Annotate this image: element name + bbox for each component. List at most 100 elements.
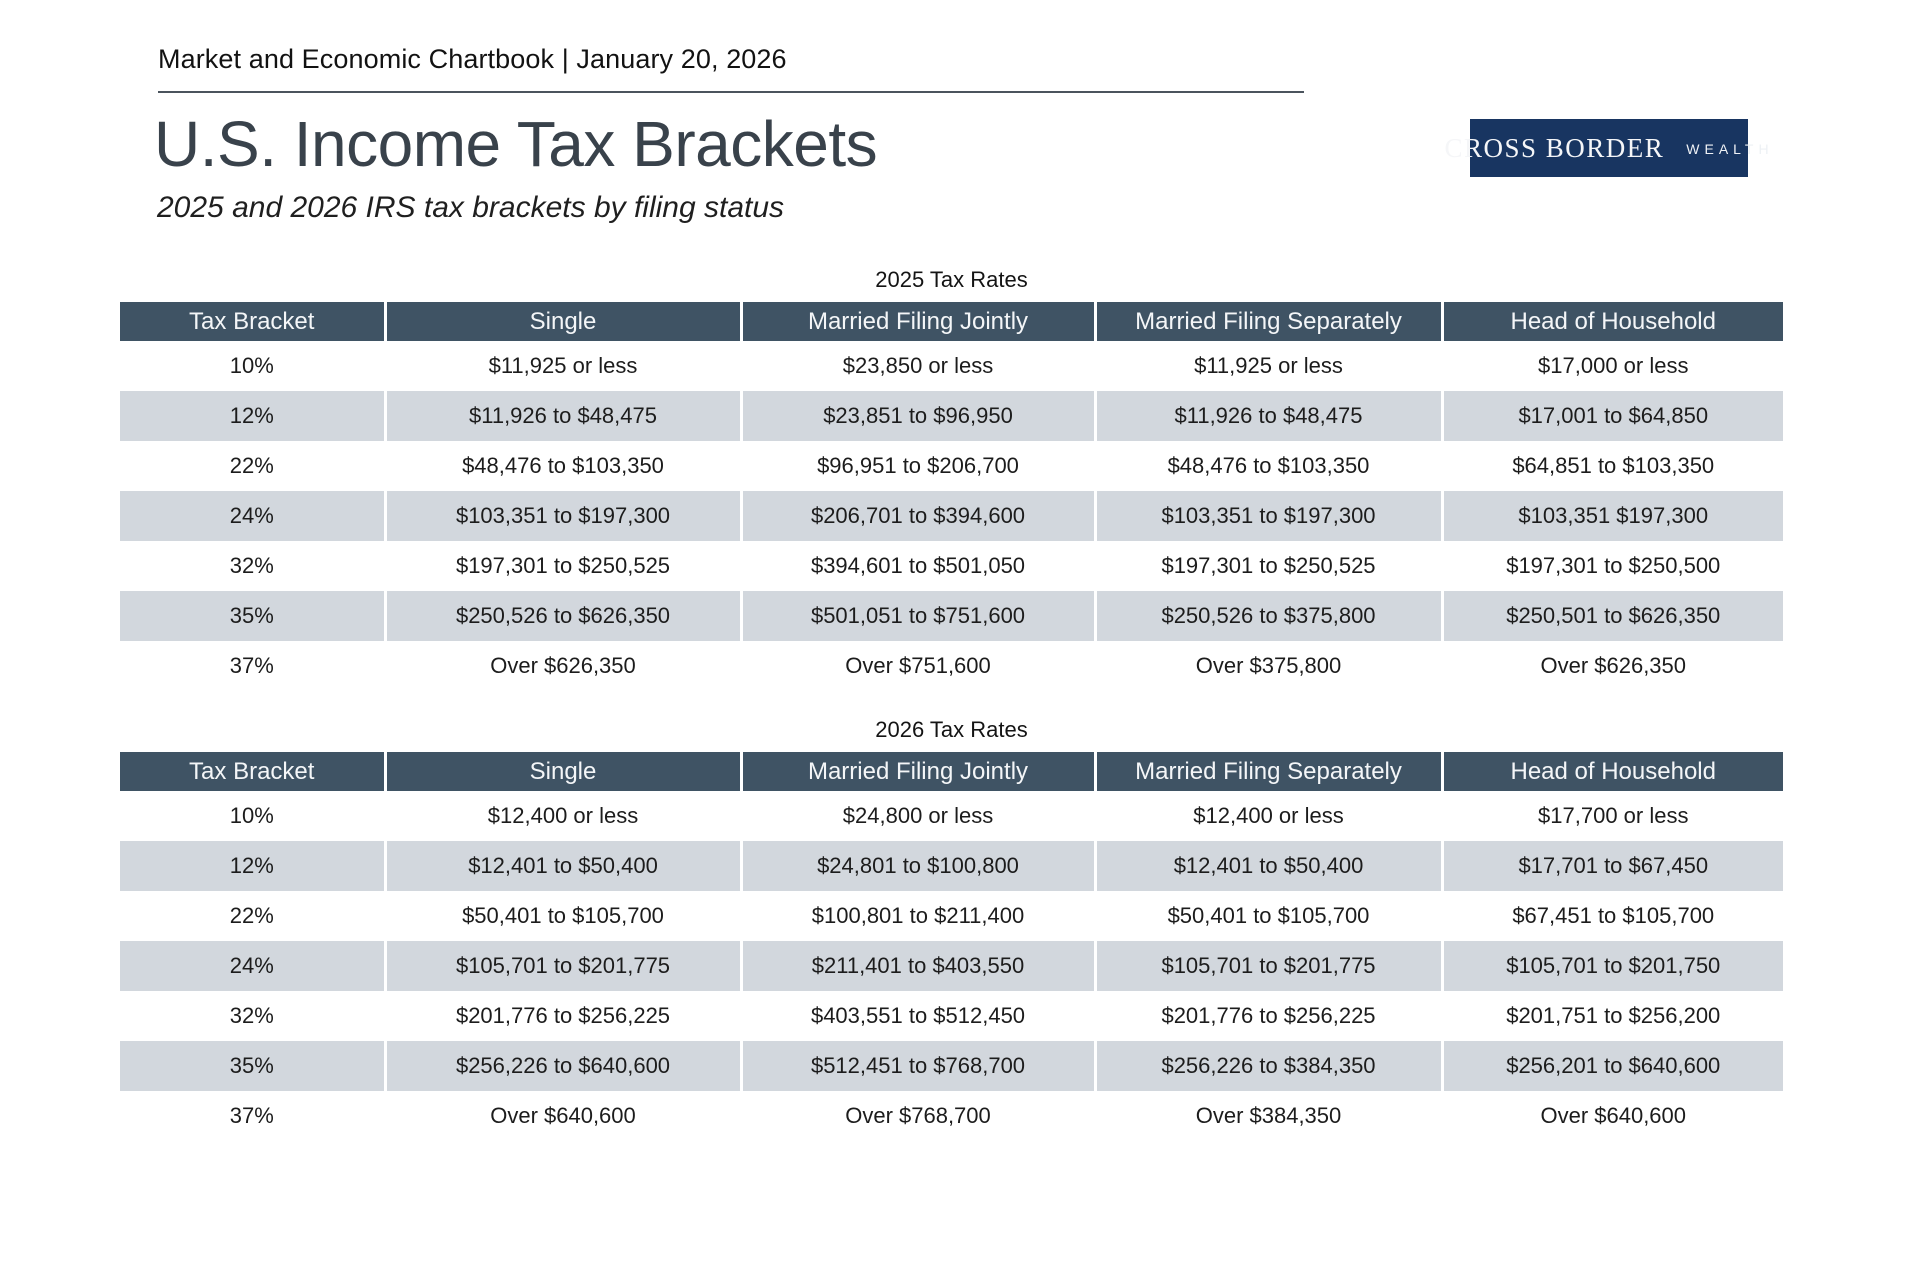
table-header-row: Tax Bracket Single Married Filing Jointly M… xyxy=(120,302,1783,341)
table-row: 37% Over $626,350 Over $751,600 Over $375,8… xyxy=(120,641,1783,691)
income-range-cell: $256,226 to $384,350 xyxy=(1095,1041,1444,1091)
income-range-cell: $197,301 to $250,525 xyxy=(1095,541,1444,591)
tax-table-section-2025: 2025 Tax Rates Tax Bracket Single Married … xyxy=(120,267,1783,691)
income-range-cell: $250,526 to $375,800 xyxy=(1095,591,1444,641)
income-range-cell: $23,851 to $96,950 xyxy=(741,391,1097,441)
income-range-cell: Over $626,350 xyxy=(1442,641,1783,691)
income-range-cell: $67,451 to $105,700 xyxy=(1442,891,1783,941)
bracket-cell: 37% xyxy=(120,641,387,691)
chartbook-header-text: Market and Economic Chartbook | January … xyxy=(158,44,787,74)
income-range-cell: $24,800 or less xyxy=(741,791,1097,841)
table-row: 37% Over $640,600 Over $768,700 Over $384,3… xyxy=(120,1091,1783,1141)
income-range-cell: $256,201 to $640,600 xyxy=(1442,1041,1783,1091)
income-range-cell: Over $768,700 xyxy=(741,1091,1097,1141)
income-range-cell: $17,701 to $67,450 xyxy=(1442,841,1783,891)
column-header: Married Filing Jointly xyxy=(741,302,1097,341)
income-range-cell: $17,001 to $64,850 xyxy=(1442,391,1783,441)
income-range-cell: $23,850 or less xyxy=(741,341,1097,391)
tax-table-2026: Tax Bracket Single Married Filing Jointly M… xyxy=(120,752,1783,1141)
income-range-cell: $256,226 to $640,600 xyxy=(385,1041,743,1091)
tax-table-2025: Tax Bracket Single Married Filing Jointly M… xyxy=(120,302,1783,691)
header-divider-rule xyxy=(158,91,1304,93)
income-range-cell: $12,400 or less xyxy=(1095,791,1444,841)
income-range-cell: $12,401 to $50,400 xyxy=(385,841,743,891)
cross-border-wealth-logo: CROSS BORDER WEALTH xyxy=(1444,119,1769,177)
table-row: 12% $11,926 to $48,475 $23,851 to $96,950 $… xyxy=(120,391,1783,441)
bracket-cell: 35% xyxy=(120,591,387,641)
income-range-cell: $197,301 to $250,500 xyxy=(1442,541,1783,591)
income-range-cell: $394,601 to $501,050 xyxy=(741,541,1097,591)
income-range-cell: $201,776 to $256,225 xyxy=(385,991,743,1041)
bracket-cell: 32% xyxy=(120,991,387,1041)
income-range-cell: $105,701 to $201,775 xyxy=(385,941,743,991)
income-range-cell: $501,051 to $751,600 xyxy=(741,591,1097,641)
income-range-cell: $64,851 to $103,350 xyxy=(1442,441,1783,491)
table-row: 24% $103,351 to $197,300 $206,701 to $394,… xyxy=(120,491,1783,541)
income-range-cell: $105,701 to $201,750 xyxy=(1442,941,1783,991)
income-range-cell: Over $640,600 xyxy=(1442,1091,1783,1141)
income-range-cell: $250,501 to $626,350 xyxy=(1442,591,1783,641)
income-range-cell: $50,401 to $105,700 xyxy=(385,891,743,941)
bracket-cell: 24% xyxy=(120,941,387,991)
income-range-cell: $11,926 to $48,475 xyxy=(1095,391,1444,441)
table-row: 22% $50,401 to $105,700 $100,801 to $211,4… xyxy=(120,891,1783,941)
income-range-cell: $24,801 to $100,800 xyxy=(741,841,1097,891)
income-range-cell: $17,700 or less xyxy=(1442,791,1783,841)
bracket-cell: 22% xyxy=(120,441,387,491)
column-header: Married Filing Jointly xyxy=(741,752,1097,791)
income-range-cell: $50,401 to $105,700 xyxy=(1095,891,1444,941)
page-title: U.S. Income Tax Brackets xyxy=(154,108,878,180)
bracket-cell: 12% xyxy=(120,391,387,441)
table-row: 35% $250,526 to $626,350 $501,051 to $751,… xyxy=(120,591,1783,641)
income-range-cell: $11,926 to $48,475 xyxy=(385,391,743,441)
income-range-cell: $12,401 to $50,400 xyxy=(1095,841,1444,891)
table-row: 10% $11,925 or less $23,850 or less $11,925… xyxy=(120,341,1783,391)
column-header: Single xyxy=(385,302,743,341)
table-row: 32% $197,301 to $250,525 $394,601 to $501,… xyxy=(120,541,1783,591)
table-header-row: Tax Bracket Single Married Filing Jointly M… xyxy=(120,752,1783,791)
income-range-cell: $201,776 to $256,225 xyxy=(1095,991,1444,1041)
column-header: Tax Bracket xyxy=(120,302,387,341)
chartbook-page: Market and Economic Chartbook | January … xyxy=(0,44,1920,1284)
bracket-cell: 24% xyxy=(120,491,387,541)
income-range-cell: Over $626,350 xyxy=(385,641,743,691)
income-range-cell: Over $640,600 xyxy=(385,1091,743,1141)
bracket-cell: 37% xyxy=(120,1091,387,1141)
bracket-cell: 12% xyxy=(120,841,387,891)
income-range-cell: $100,801 to $211,400 xyxy=(741,891,1097,941)
bracket-cell: 35% xyxy=(120,1041,387,1091)
income-range-cell: $11,925 or less xyxy=(385,341,743,391)
income-range-cell: $103,351 $197,300 xyxy=(1442,491,1783,541)
bracket-cell: 10% xyxy=(120,341,387,391)
bracket-cell: 32% xyxy=(120,541,387,591)
page-subtitle: 2025 and 2026 IRS tax brackets by filing… xyxy=(157,191,785,224)
income-range-cell: $11,925 or less xyxy=(1095,341,1444,391)
table-row: 24% $105,701 to $201,775 $211,401 to $403,… xyxy=(120,941,1783,991)
income-range-cell: $201,751 to $256,200 xyxy=(1442,991,1783,1041)
income-range-cell: $197,301 to $250,525 xyxy=(385,541,743,591)
income-range-cell: $103,351 to $197,300 xyxy=(1095,491,1444,541)
income-range-cell: $512,451 to $768,700 xyxy=(741,1041,1097,1091)
income-range-cell: Over $751,600 xyxy=(741,641,1097,691)
income-range-cell: Over $375,800 xyxy=(1095,641,1444,691)
logo-primary-text: CROSS BORDER xyxy=(1444,132,1665,163)
income-range-cell: $403,551 to $512,450 xyxy=(741,991,1097,1041)
table-row: 32% $201,776 to $256,225 $403,551 to $512,… xyxy=(120,991,1783,1041)
income-range-cell: $206,701 to $394,600 xyxy=(741,491,1097,541)
column-header: Tax Bracket xyxy=(120,752,387,791)
income-range-cell: $48,476 to $103,350 xyxy=(1095,441,1444,491)
income-range-cell: $12,400 or less xyxy=(385,791,743,841)
logo-secondary-text: WEALTH xyxy=(1686,141,1774,157)
table-row: 22% $48,476 to $103,350 $96,951 to $206,70… xyxy=(120,441,1783,491)
income-range-cell: $48,476 to $103,350 xyxy=(385,441,743,491)
table-caption-2026: 2026 Tax Rates xyxy=(875,717,1028,742)
income-range-cell: $96,951 to $206,700 xyxy=(741,441,1097,491)
tax-table-section-2026: 2026 Tax Rates Tax Bracket Single Married … xyxy=(120,717,1783,1141)
income-range-cell: $105,701 to $201,775 xyxy=(1095,941,1444,991)
column-header: Head of Household xyxy=(1442,302,1783,341)
bracket-cell: 10% xyxy=(120,791,387,841)
table-caption-2025: 2025 Tax Rates xyxy=(875,267,1028,292)
income-range-cell: $211,401 to $403,550 xyxy=(741,941,1097,991)
bracket-cell: 22% xyxy=(120,891,387,941)
table-row: 12% $12,401 to $50,400 $24,801 to $100,800… xyxy=(120,841,1783,891)
